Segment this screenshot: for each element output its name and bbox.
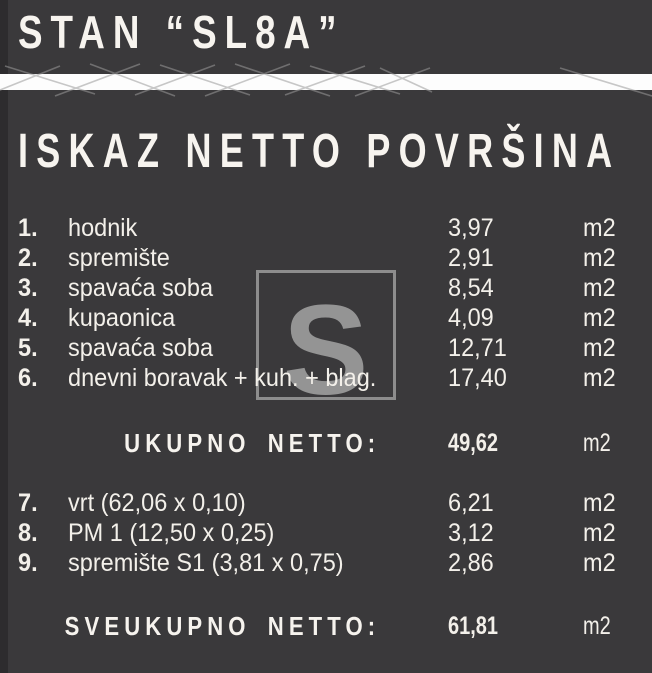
row-number: 6. bbox=[18, 364, 38, 392]
area-unit: m2 bbox=[583, 244, 616, 272]
area-unit: m2 bbox=[583, 274, 616, 302]
apartment-title: STAN “SL8A” bbox=[18, 6, 426, 58]
watermark-letter: S bbox=[283, 279, 369, 400]
room-name: hodnik bbox=[68, 214, 138, 242]
area-value: 17,40 bbox=[448, 364, 507, 392]
area-value: 8,54 bbox=[448, 274, 494, 302]
area-unit: m2 bbox=[583, 519, 616, 547]
row-number: 5. bbox=[18, 334, 38, 362]
area-unit: m2 bbox=[583, 334, 616, 362]
left-edge-strip bbox=[0, 0, 8, 673]
area-value: 3,12 bbox=[448, 519, 494, 547]
divider-stripe-band bbox=[0, 62, 652, 98]
section-title-text: ISKAZ NETTO POVRŠINA bbox=[18, 125, 621, 178]
table-row: 9. spremište S1 (3,81 x 0,75) 2,86 m2 bbox=[0, 548, 652, 578]
crosshatch-lines-decoration bbox=[0, 63, 652, 97]
table-row: 2. spremište 2,91 m2 bbox=[0, 243, 652, 273]
area-value: 3,97 bbox=[448, 214, 494, 242]
table-row: 6. dnevni boravak + kuh. + blag. 17,40 m… bbox=[0, 363, 652, 393]
table-row: 3. spavaća soba 8,54 m2 bbox=[0, 273, 652, 303]
area-unit: m2 bbox=[583, 364, 616, 392]
row-number: 2. bbox=[18, 244, 38, 272]
table-row: 1. hodnik 3,97 m2 bbox=[0, 213, 652, 243]
area-value: 4,09 bbox=[448, 304, 494, 332]
room-name: spremište S1 (3,81 x 0,75) bbox=[68, 549, 344, 577]
row-number: 4. bbox=[18, 304, 38, 332]
area-unit: m2 bbox=[583, 489, 616, 517]
area-unit: m2 bbox=[583, 304, 616, 332]
table-row: 5. spavaća soba 12,71 m2 bbox=[0, 333, 652, 363]
subtotal-row: UKUPNO NETTO: 49,62 m2 bbox=[0, 428, 652, 458]
grand-total-label: SVEUKUPNO NETTO: bbox=[64, 611, 380, 641]
room-name: spavaća soba bbox=[68, 274, 214, 302]
row-number: 8. bbox=[18, 519, 38, 547]
row-number: 3. bbox=[18, 274, 38, 302]
logo-watermark: S bbox=[256, 270, 396, 400]
row-number: 9. bbox=[18, 549, 38, 577]
apartment-title-text: STAN “SL8A” bbox=[18, 6, 345, 58]
table-row: 7. vrt (62,06 x 0,10) 6,21 m2 bbox=[0, 488, 652, 518]
subtotal-value: 49,62 bbox=[448, 429, 499, 457]
room-name: vrt (62,06 x 0,10) bbox=[68, 489, 246, 517]
room-name: spremište bbox=[68, 244, 170, 272]
area-value: 6,21 bbox=[448, 489, 494, 517]
grand-total-row: SVEUKUPNO NETTO: 61,81 m2 bbox=[0, 611, 652, 641]
area-value: 2,86 bbox=[448, 549, 494, 577]
room-name: spavaća soba bbox=[68, 334, 214, 362]
area-unit: m2 bbox=[583, 214, 616, 242]
table-row: 8. PM 1 (12,50 x 0,25) 3,12 m2 bbox=[0, 518, 652, 548]
area-value: 2,91 bbox=[448, 244, 494, 272]
room-name: kupaonica bbox=[68, 304, 176, 332]
grand-total-unit: m2 bbox=[583, 612, 611, 640]
area-value: 12,71 bbox=[448, 334, 507, 362]
row-number: 1. bbox=[18, 214, 38, 242]
area-table-main: 1. hodnik 3,97 m2 2. spremište 2,91 m2 3… bbox=[0, 213, 652, 393]
subtotal-label: UKUPNO NETTO: bbox=[123, 428, 380, 458]
area-table-extras: 7. vrt (62,06 x 0,10) 6,21 m2 8. PM 1 (1… bbox=[0, 488, 652, 578]
subtotal-unit: m2 bbox=[583, 429, 611, 457]
area-unit: m2 bbox=[583, 549, 616, 577]
room-name: dnevni boravak + kuh. + blag. bbox=[68, 364, 377, 392]
room-name: PM 1 (12,50 x 0,25) bbox=[68, 519, 275, 547]
grand-total-value: 61,81 bbox=[448, 612, 499, 640]
table-row: 4. kupaonica 4,09 m2 bbox=[0, 303, 652, 333]
row-number: 7. bbox=[18, 489, 38, 517]
divider-stripe bbox=[0, 74, 652, 90]
section-title: ISKAZ NETTO POVRŠINA bbox=[18, 126, 652, 178]
